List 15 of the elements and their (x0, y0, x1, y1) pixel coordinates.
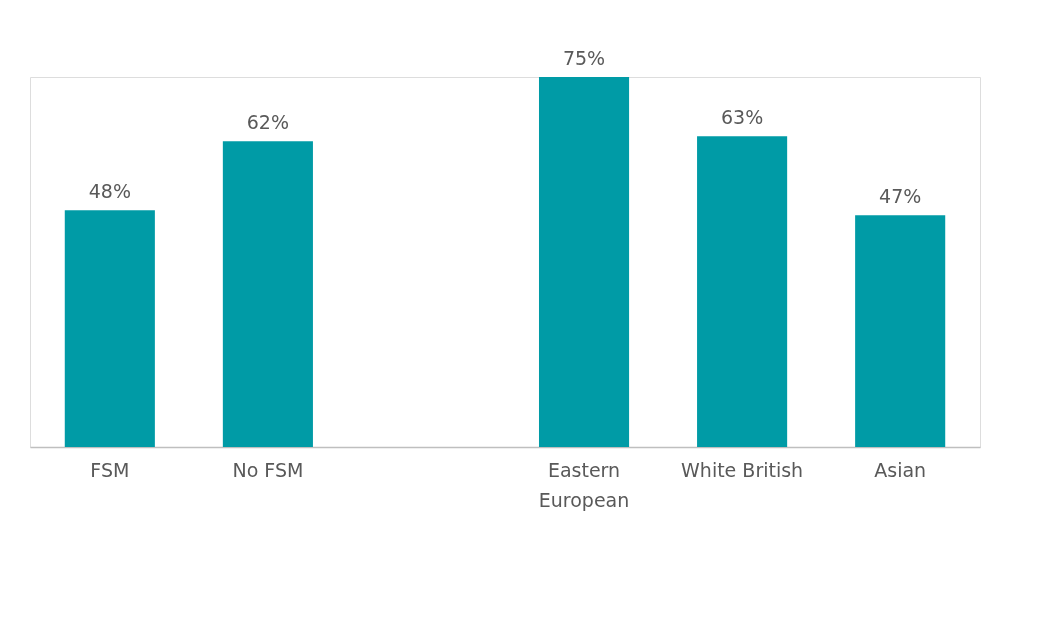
x-tick-label: Eastern European (538, 458, 630, 511)
bar (855, 215, 946, 447)
bar (64, 210, 155, 447)
data-label: 63% (720, 106, 764, 129)
x-tick-label: No FSM (232, 458, 304, 481)
bar (222, 141, 313, 447)
data-label: 75% (562, 47, 606, 69)
data-label: 48% (88, 180, 131, 203)
x-tick-label: FSM (90, 458, 130, 481)
bar (538, 77, 630, 447)
data-label: 47% (879, 185, 922, 208)
x-tick-label: Asian (874, 458, 927, 481)
data-label: 62% (246, 111, 290, 134)
bar (697, 136, 788, 447)
x-tick-label: White British (681, 458, 804, 481)
